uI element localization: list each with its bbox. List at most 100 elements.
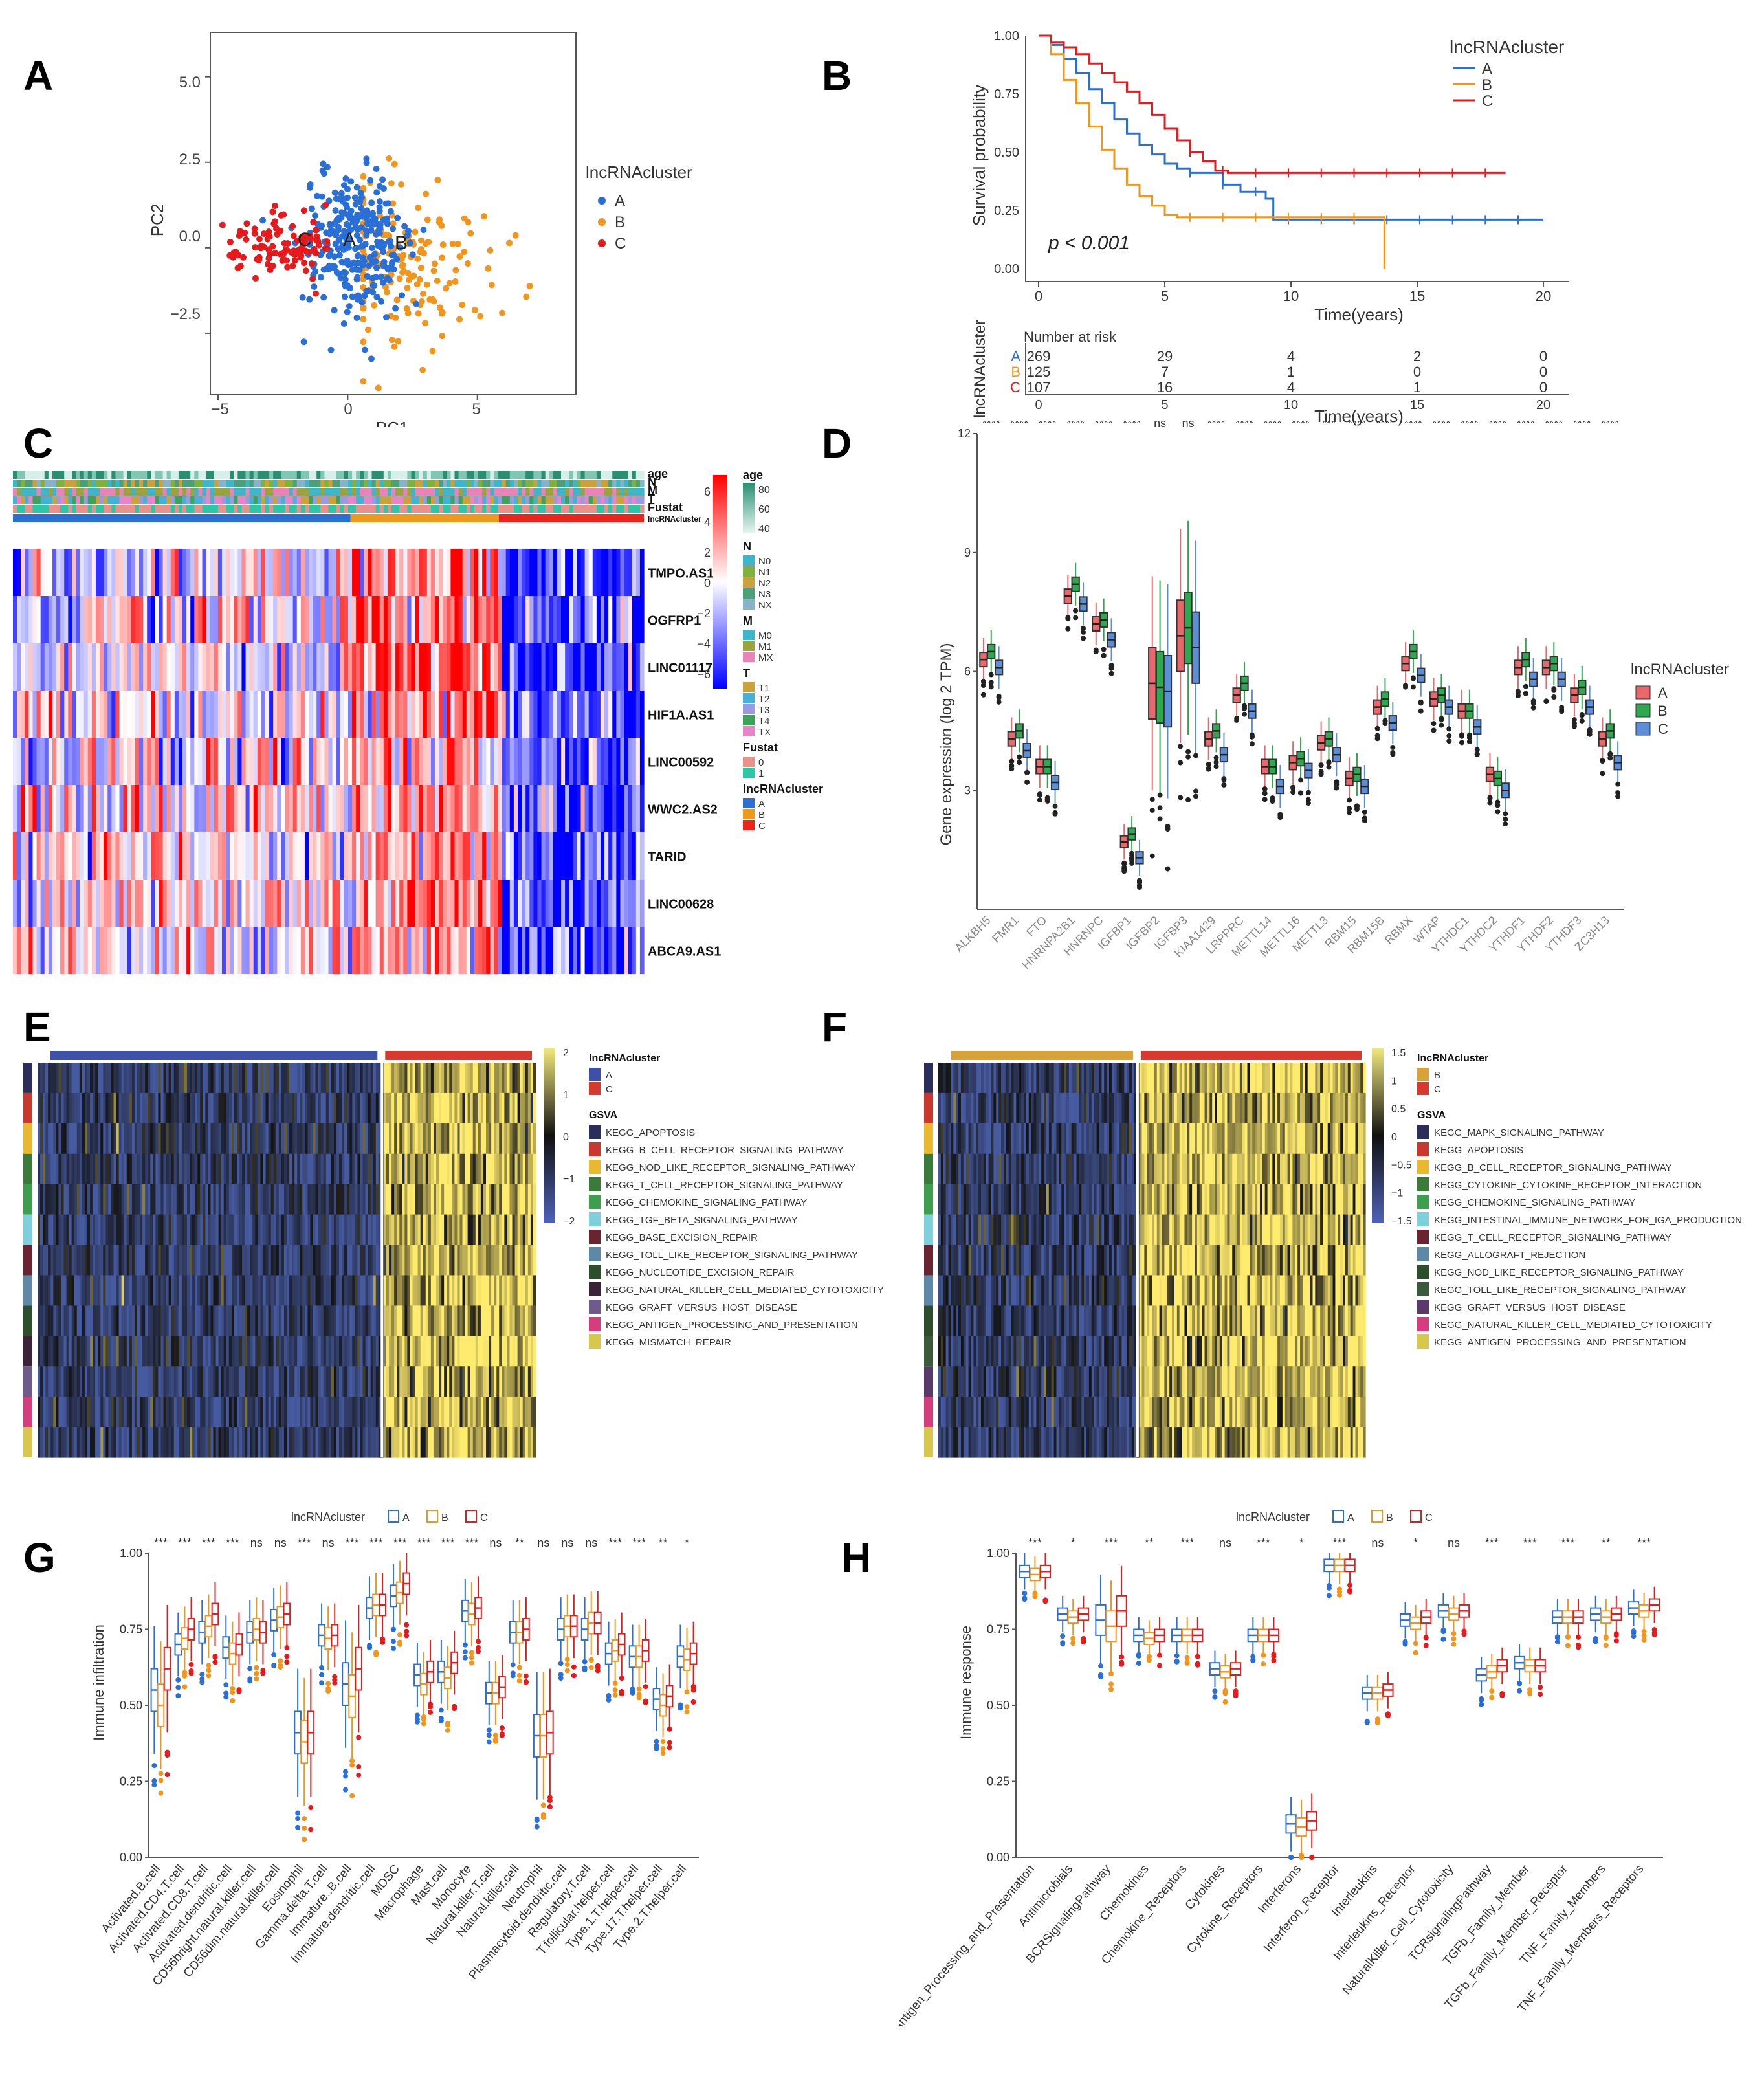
c-age-tick: 40 xyxy=(758,524,770,535)
c-heat-cell xyxy=(430,880,435,927)
pca-point-c xyxy=(269,243,276,250)
c-heat-cell xyxy=(289,596,294,643)
c-heat-cell xyxy=(565,643,569,691)
gsva-cell xyxy=(79,1123,83,1155)
c-heat-cell xyxy=(632,832,637,880)
d-outlier xyxy=(1093,647,1099,653)
gsva-cell xyxy=(221,1245,225,1276)
d-signif: **** xyxy=(1601,421,1619,430)
gsva-cell xyxy=(218,1123,222,1155)
c-anno-cell-fustat xyxy=(620,505,625,513)
gsva-cell xyxy=(181,1305,185,1336)
d-outlier xyxy=(1009,758,1015,764)
c-heat-cell xyxy=(549,738,554,785)
c-heat-cell xyxy=(123,880,128,927)
gsva-cell xyxy=(289,1092,292,1124)
c-heat-cell xyxy=(159,927,164,974)
gsva-cell xyxy=(213,1063,217,1094)
pca-point-a xyxy=(326,221,333,228)
c-heat-cell xyxy=(56,738,61,785)
gsva-cell xyxy=(292,1397,295,1428)
c-legend-swatch xyxy=(743,809,755,819)
c-heat-cell xyxy=(557,738,562,785)
c-anno-cell-fustat xyxy=(28,505,34,513)
c-heat-cell xyxy=(620,596,625,643)
pca-point-a xyxy=(344,212,351,219)
c-heat-cell xyxy=(166,596,171,643)
c-heat-cell xyxy=(162,832,168,880)
d-outlier xyxy=(1418,708,1424,714)
gsva-cell xyxy=(108,1397,112,1428)
c-heat-cell xyxy=(226,596,230,643)
c-heat-cell xyxy=(347,738,353,785)
c-anno-cell-age xyxy=(474,471,479,479)
c-heat-cell xyxy=(584,549,590,596)
c-anno-cell-m xyxy=(159,488,164,496)
c-anno-cell-t xyxy=(143,496,148,504)
c-heat-cell xyxy=(411,785,416,832)
gsva-cell xyxy=(105,1123,109,1155)
c-anno-cell-age xyxy=(265,471,270,479)
c-heat-cell xyxy=(426,549,432,596)
c-heat-cell xyxy=(529,738,534,785)
panel-letter-e: E xyxy=(23,1004,51,1050)
gsva-cell xyxy=(268,1092,272,1124)
d-outlier xyxy=(1249,741,1255,747)
gsva-cell xyxy=(203,1092,206,1124)
c-anno-cell-n xyxy=(324,480,329,487)
pca-point-b xyxy=(487,247,494,254)
gsva-cell xyxy=(197,1214,201,1246)
c-heat-cell xyxy=(466,549,471,596)
c-heat-cell xyxy=(529,691,534,738)
c-anno-cell-age xyxy=(190,471,195,479)
c-anno-cell-fustat xyxy=(115,505,120,513)
gsva-cell xyxy=(294,1245,298,1276)
c-heat-cell xyxy=(36,691,41,738)
gsva-cell xyxy=(163,1336,167,1367)
c-heat-cell xyxy=(356,738,360,785)
c-heat-cell xyxy=(241,785,247,832)
c-heat-cell xyxy=(273,549,278,596)
gsva-cell xyxy=(95,1397,98,1428)
c-heat-cell xyxy=(509,596,514,643)
c-heat-cell xyxy=(155,691,160,738)
gsva-cell xyxy=(313,1275,316,1306)
gsva-cell xyxy=(84,1153,88,1185)
c-anno-cell-t xyxy=(525,496,530,504)
gsva-cell xyxy=(111,1184,115,1215)
pca-point-a xyxy=(362,227,369,234)
gsva-cell xyxy=(155,1275,159,1306)
c-heat-cell xyxy=(447,785,452,832)
c-anno-cell-m xyxy=(304,488,309,496)
d-outlier xyxy=(1326,759,1332,765)
c-anno-cell-age xyxy=(151,471,155,479)
c-heat-cell xyxy=(155,643,160,691)
gsva-cell xyxy=(69,1184,72,1215)
c-heat-cell xyxy=(72,643,77,691)
d-outlier xyxy=(1326,764,1332,770)
gsva-cell xyxy=(313,1366,316,1397)
gsva-cell xyxy=(153,1397,156,1428)
c-heat-cell xyxy=(344,596,349,643)
c-heat-cell xyxy=(253,643,258,691)
c-anno-cell-fustat xyxy=(56,505,61,513)
c-anno-cell-age xyxy=(553,471,558,479)
gsva-cell xyxy=(93,1245,96,1276)
c-heat-cell xyxy=(190,927,195,974)
c-anno-cell-t xyxy=(159,496,164,504)
c-heat-cell xyxy=(395,832,400,880)
gsva-cell xyxy=(331,1063,335,1094)
c-heat-cell xyxy=(44,927,49,974)
d-outlier xyxy=(1446,726,1452,732)
gsva-cell xyxy=(153,1092,156,1124)
gsva-cell xyxy=(153,1366,156,1397)
gsva-cell xyxy=(105,1305,109,1336)
c-heat-cell xyxy=(143,785,148,832)
gsva-cell xyxy=(187,1063,190,1094)
gsva-cell xyxy=(140,1184,143,1215)
c-heat-cell xyxy=(178,785,183,832)
c-heat-cell xyxy=(269,549,274,596)
gsva-cell xyxy=(263,1427,267,1458)
c-heat-cell xyxy=(592,785,597,832)
c-heat-cell xyxy=(95,596,100,643)
